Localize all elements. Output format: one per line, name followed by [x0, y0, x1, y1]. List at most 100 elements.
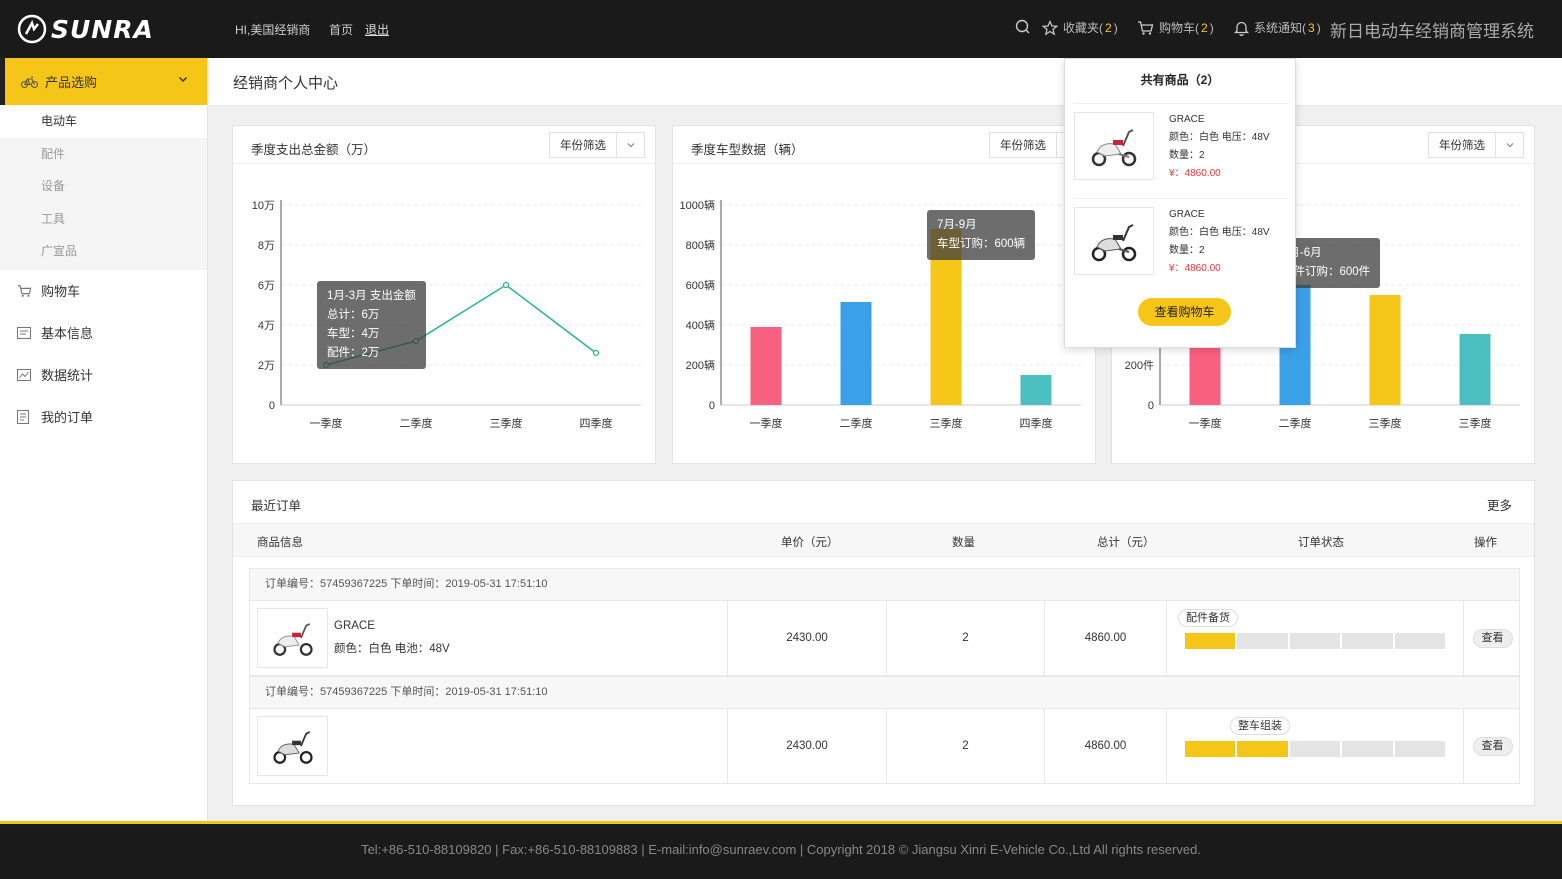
- x-tick-label: 四季度: [580, 416, 613, 430]
- bar: [1369, 295, 1401, 405]
- y-tick-label: 10万: [252, 200, 275, 212]
- x-tick-label: 三季度: [1459, 416, 1492, 430]
- tooltip-line: 7月-9月: [937, 219, 977, 231]
- y-tick-label: 4万: [258, 320, 275, 332]
- sidebar-item-label: 基本信息: [41, 326, 94, 341]
- view-cart-button[interactable]: 查看购物车: [1138, 298, 1231, 326]
- status-progress-bar: [1185, 741, 1446, 757]
- sidebar-item-info[interactable]: 基本信息: [0, 312, 207, 354]
- submenu-item-parts[interactable]: 配件: [41, 146, 66, 161]
- sidebar-item-cart[interactable]: 购物车: [0, 270, 207, 312]
- y-tick-label: 0: [269, 400, 275, 412]
- logout-link[interactable]: 退出: [365, 23, 390, 37]
- more-link[interactable]: 更多: [1486, 499, 1512, 513]
- bar: [1459, 334, 1491, 405]
- scooter-image-icon: [272, 623, 313, 656]
- year-filter-select[interactable]: 年份筛选: [549, 132, 645, 158]
- sidebar-item-orders[interactable]: 我的订单: [0, 396, 207, 438]
- card-title: 季度车型数据（辆）: [691, 143, 804, 157]
- status-badge: 配件备货: [1178, 609, 1238, 627]
- year-filter-select[interactable]: 年份筛选: [1428, 132, 1524, 158]
- cart-link[interactable]: 购物车(2): [1137, 19, 1214, 36]
- year-filter-label: 年份筛选: [1000, 140, 1046, 152]
- cart-popup-title: 共有商品（2）: [1140, 73, 1220, 87]
- scooter-image-icon: [1091, 224, 1137, 262]
- order-meta: 订单编号：57459367225 下单时间：2019-05-31 17:51:1…: [249, 568, 1520, 601]
- scooter-image-icon: [1091, 129, 1137, 167]
- quantity: 2: [886, 709, 1044, 783]
- product-spec: 颜色：白色 电压：48V: [1169, 227, 1270, 238]
- logo[interactable]: SUNRA: [17, 14, 154, 44]
- star-icon: [1042, 19, 1058, 36]
- product-image[interactable]: [1074, 207, 1154, 275]
- view-order-button[interactable]: 查看: [1472, 736, 1513, 756]
- sidebar: 产品选购 电动车 配件 设备 工具 广宣品 购物车 基本信息 数据统计 我的订单: [0, 58, 208, 822]
- notice-close-paren: ): [1316, 20, 1321, 35]
- logo-text: SUNRA: [51, 14, 154, 44]
- x-tick-label: 二季度: [1279, 416, 1312, 430]
- info-icon: [17, 326, 31, 339]
- col-header: 总计（元）: [1097, 537, 1155, 549]
- chart-tooltip: 1月-3月 支出金额 总计：6万 车型：4万 配件：2万: [317, 281, 426, 369]
- notice-count: 3: [1308, 20, 1315, 35]
- page-title: 经销商个人中心: [233, 75, 339, 92]
- chevron-down-icon: [627, 143, 634, 148]
- bell-icon: [1234, 21, 1249, 36]
- notice-link[interactable]: 系统通知(3): [1234, 19, 1321, 36]
- action-cell: 查看: [1463, 601, 1521, 675]
- col-header: 单价（元）: [781, 537, 839, 549]
- tooltip-line: 配件订购：600件: [1282, 266, 1371, 278]
- section-title: 最近订单: [251, 499, 302, 513]
- greeting: HI,美国经销商: [235, 23, 311, 37]
- unit-price: 2430.00: [727, 709, 886, 783]
- x-tick-label: 一季度: [1189, 416, 1222, 430]
- sidebar-item-stats[interactable]: 数据统计: [0, 354, 207, 396]
- cart-item[interactable]: GRACE 颜色：白色 电压：48V 数量：2 ¥：4860.00: [1073, 198, 1289, 294]
- progress-segment: [1394, 741, 1446, 757]
- search-button[interactable]: [1015, 19, 1031, 35]
- submenu-item-equipment[interactable]: 设备: [41, 179, 66, 193]
- notice-label: 系统通知(: [1254, 21, 1306, 35]
- chevron-down-icon: [1506, 143, 1513, 148]
- y-tick-label: 6万: [258, 280, 275, 292]
- y-tick-label: 0: [709, 400, 715, 412]
- logo-emblem-icon: [17, 14, 47, 44]
- quantity: 2: [886, 601, 1044, 675]
- stats-icon: [17, 368, 31, 381]
- product-spec: 颜色：白色 电池：48V: [334, 643, 450, 655]
- order-status: 配件备货: [1166, 601, 1463, 675]
- y-tick-label: 200辆: [686, 358, 715, 372]
- cart-item[interactable]: GRACE 颜色：白色 电压：48V 数量：2 ¥：4860.00: [1073, 103, 1289, 199]
- progress-segment: [1237, 741, 1288, 757]
- table-row: 2430.00 2 4860.00 整车组装 查看: [249, 709, 1520, 784]
- view-order-button[interactable]: 查看: [1472, 628, 1513, 648]
- sidebar-item-label: 购物车: [41, 284, 81, 299]
- sidebar-item-products[interactable]: 产品选购: [0, 58, 207, 105]
- progress-segment: [1185, 741, 1236, 757]
- favorites-close-paren: ): [1113, 20, 1118, 35]
- top-bar: SUNRA HI,美国经销商 首页 退出 收藏夹(2) 购物车(2) 系统通知(…: [0, 0, 1562, 58]
- product-name: GRACE: [334, 620, 375, 632]
- product-qty: 数量：2: [1169, 245, 1205, 256]
- total-price: 4860.00: [1044, 601, 1166, 675]
- submenu-item-promo[interactable]: 广宣品: [41, 244, 78, 258]
- progress-segment: [1394, 633, 1446, 649]
- x-tick-label: 三季度: [930, 416, 963, 430]
- product-image[interactable]: [1074, 112, 1154, 180]
- x-tick-label: 一季度: [750, 416, 783, 430]
- submenu-item-ev[interactable]: 电动车: [0, 105, 207, 138]
- home-link[interactable]: 首页: [329, 23, 354, 37]
- cart-icon: [17, 284, 32, 297]
- x-tick-label: 三季度: [1369, 416, 1402, 430]
- progress-segment: [1237, 633, 1288, 649]
- unit-price: 2430.00: [727, 601, 886, 675]
- progress-segment: [1289, 741, 1341, 757]
- favorites-link[interactable]: 收藏夹(2): [1042, 19, 1118, 36]
- product-image[interactable]: [257, 716, 328, 776]
- product-image[interactable]: [257, 608, 328, 668]
- chevron-down-icon[interactable]: [177, 73, 189, 85]
- submenu-item-tools[interactable]: 工具: [41, 211, 66, 226]
- tooltip-line: 车型：4万: [327, 328, 380, 340]
- recent-orders-card: 最近订单 更多 商品信息 单价（元） 数量 总计（元） 订单状态 操作 订单编号…: [232, 480, 1535, 806]
